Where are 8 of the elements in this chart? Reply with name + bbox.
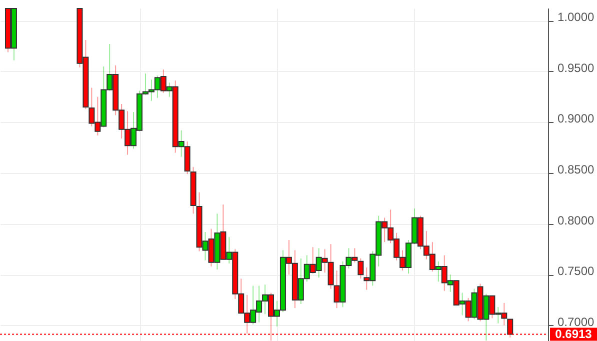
y-tick-label: 0.7000 (558, 314, 595, 329)
y-tick-label: 0.8000 (558, 213, 595, 228)
y-tick-label: 0.8500 (558, 162, 595, 177)
y-tick-label: 0.9500 (558, 60, 595, 75)
y-tick-label: 1.0000 (558, 10, 595, 24)
ref-line-label: 0.6913 (555, 327, 592, 341)
y-tick-label: 0.7500 (558, 264, 595, 278)
y-tick-label: 0.9000 (558, 112, 595, 126)
